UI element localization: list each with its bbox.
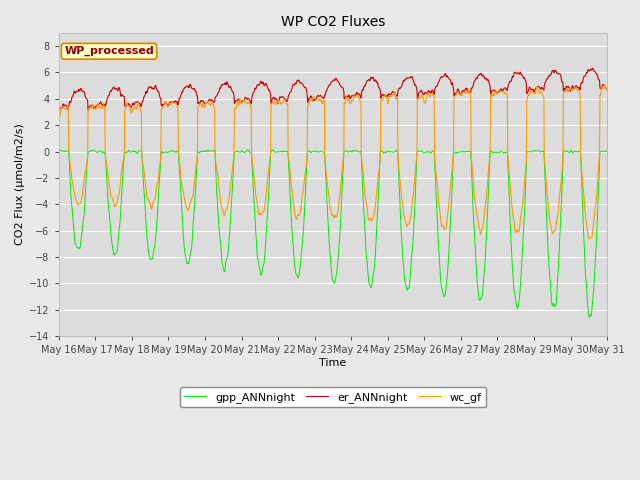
gpp_ANNnight — [538, 149, 546, 155]
gpp_ANNnight — [238, 148, 246, 154]
wc_gf — [163, 103, 171, 108]
gpp_ANNnight — [55, 149, 63, 155]
er_ANNnight — [538, 85, 546, 91]
er_ANNnight — [589, 65, 596, 71]
Title: WP CO2 Fluxes: WP CO2 Fluxes — [281, 15, 385, 29]
er_ANNnight — [239, 98, 246, 104]
wc_gf — [177, 173, 184, 179]
wc_gf — [490, 93, 497, 98]
er_ANNnight — [604, 88, 611, 94]
er_ANNnight — [177, 92, 185, 98]
er_ANNnight — [164, 103, 172, 108]
wc_gf — [55, 115, 63, 121]
X-axis label: Time: Time — [319, 358, 347, 368]
gpp_ANNnight — [586, 314, 593, 320]
wc_gf — [601, 83, 609, 89]
er_ANNnight — [419, 89, 426, 95]
wc_gf — [418, 93, 426, 99]
wc_gf — [538, 90, 546, 96]
Line: gpp_ANNnight: gpp_ANNnight — [59, 150, 607, 317]
gpp_ANNnight — [163, 150, 171, 156]
gpp_ANNnight — [490, 149, 498, 155]
gpp_ANNnight — [269, 147, 276, 153]
er_ANNnight — [490, 87, 498, 93]
Y-axis label: CO2 Flux (μmol/m2/s): CO2 Flux (μmol/m2/s) — [15, 124, 25, 245]
wc_gf — [604, 86, 611, 92]
Text: WP_processed: WP_processed — [64, 46, 154, 57]
gpp_ANNnight — [419, 148, 426, 154]
wc_gf — [585, 236, 593, 242]
gpp_ANNnight — [177, 187, 184, 193]
er_ANNnight — [84, 108, 92, 113]
er_ANNnight — [55, 107, 63, 112]
Line: er_ANNnight: er_ANNnight — [59, 68, 607, 110]
wc_gf — [238, 100, 246, 106]
Legend: gpp_ANNnight, er_ANNnight, wc_gf: gpp_ANNnight, er_ANNnight, wc_gf — [180, 387, 486, 407]
gpp_ANNnight — [604, 148, 611, 154]
Line: wc_gf: wc_gf — [59, 86, 607, 239]
